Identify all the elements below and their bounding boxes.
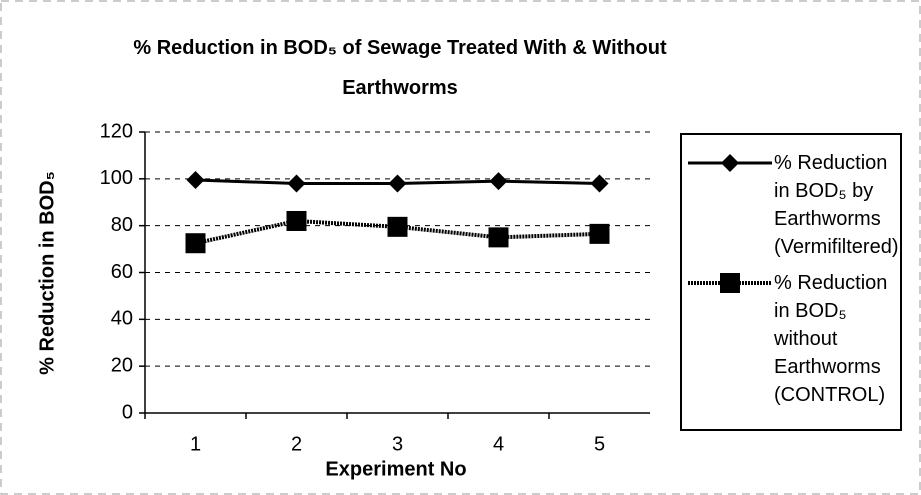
chart-title: % Reduction in BOD₅ of Sewage Treated Wi…	[133, 37, 667, 99]
legend-label: % Reduction in BOD₅ without Earthworms (…	[774, 272, 888, 406]
square-marker	[488, 227, 509, 248]
x-tick-label: 1	[190, 433, 201, 455]
legend-symbol	[688, 154, 772, 172]
y-tick-label: 20	[111, 354, 133, 376]
square-marker	[720, 273, 740, 293]
diamond-marker	[287, 174, 306, 193]
y-tick-label: 100	[100, 167, 133, 189]
y-tick-label: 40	[111, 308, 133, 330]
diamond-marker	[590, 174, 609, 193]
y-tick-label: 80	[111, 214, 133, 236]
y-tick-label: 0	[122, 401, 133, 423]
x-tick-label: 3	[392, 433, 403, 455]
y-tick-label: 120	[100, 120, 133, 142]
x-tick-label: 4	[493, 433, 504, 455]
legend-label: % Reduction in BOD₅ by Earthworms (Vermi…	[774, 152, 899, 258]
diamond-marker	[186, 171, 205, 190]
legend-symbol	[688, 273, 772, 293]
x-tick-label: 5	[594, 433, 605, 455]
square-marker	[589, 223, 610, 244]
x-tick-label: 2	[291, 433, 302, 455]
y-axis-label: % Reduction in BOD₅	[36, 171, 58, 375]
diamond-marker	[388, 174, 407, 193]
diamond-marker	[489, 172, 508, 191]
square-marker	[387, 216, 408, 237]
y-tick-label: 60	[111, 261, 133, 283]
diamond-marker	[721, 154, 739, 172]
legend: % Reduction in BOD₅ by Earthworms (Vermi…	[680, 133, 902, 431]
square-marker	[185, 233, 206, 254]
square-marker	[286, 210, 307, 231]
x-axis-label: Experiment No	[325, 458, 466, 480]
